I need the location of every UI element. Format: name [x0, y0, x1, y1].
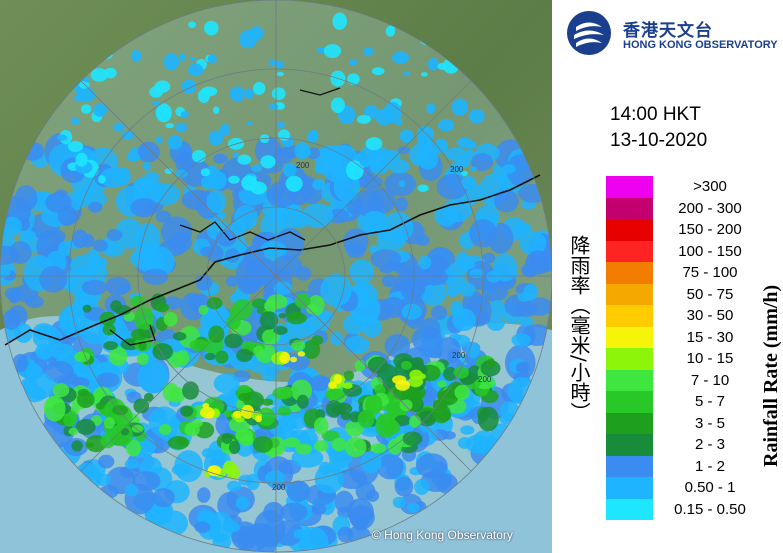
legend-item: >300: [606, 176, 766, 198]
legend-label: >300: [693, 178, 727, 195]
legend-swatch: [606, 219, 653, 241]
legend-label: 1 - 2: [694, 457, 725, 475]
legend-swatch: [606, 455, 653, 477]
hko-logo-icon: [567, 11, 611, 55]
ring-label: 200: [272, 483, 286, 492]
legend-label: 2 - 3: [694, 436, 725, 453]
org-name-en: HONG KONG OBSERVATORY: [623, 39, 778, 51]
rain-echoes: [0, 12, 552, 552]
legend-label: 30 - 50: [686, 307, 734, 324]
legend-item: 1 - 2: [606, 455, 766, 477]
legend-item: 0.50 - 1: [606, 477, 766, 499]
legend-label: 100 - 150: [678, 242, 742, 260]
hko-logo: 香港天文台 HONG KONG OBSERVATORY: [566, 10, 781, 60]
legend-swatch: [606, 305, 653, 327]
legend-label: 7 - 10: [690, 371, 730, 389]
legend-swatch: [606, 434, 653, 456]
legend-swatch: [606, 369, 653, 391]
legend-swatch: [606, 197, 653, 219]
legend-swatch: [606, 262, 653, 284]
legend-swatch: [606, 176, 653, 198]
legend-item: 0.15 - 0.50: [606, 498, 766, 520]
legend-item: 15 - 30: [606, 326, 766, 348]
legend-item: 7 - 10: [606, 369, 766, 391]
observation-time: 14:00 HKT: [610, 104, 701, 125]
legend-label: 0.50 - 1: [684, 479, 736, 496]
legend-label: 150 - 200: [678, 221, 742, 238]
legend-title-cn: 降雨率（毫米/小時）: [567, 235, 591, 422]
radar-map-svg: 200 200 200 200 200: [0, 0, 552, 553]
legend-item: 100 - 150: [606, 240, 766, 262]
legend-label: 75 - 100: [682, 264, 738, 281]
legend-item: 50 - 75: [606, 283, 766, 305]
legend-label: 50 - 75: [686, 285, 734, 303]
range-rings: [0, 0, 552, 553]
copyright-notice: © Hong Kong Observatory: [372, 528, 513, 542]
coastline: [4, 174, 541, 346]
legend-label: 5 - 7: [694, 393, 725, 410]
legend-item: 75 - 100: [606, 262, 766, 284]
legend-panel: 香港天文台 HONG KONG OBSERVATORY 14:00 HKT 13…: [552, 0, 783, 553]
legend-swatch: [606, 240, 653, 262]
legend-swatch: [606, 477, 653, 499]
legend-label: 0.15 - 0.50: [674, 500, 746, 518]
legend-item: 3 - 5: [606, 412, 766, 434]
observation-date: 13-10-2020: [610, 130, 708, 151]
legend-label: 200 - 300: [678, 199, 742, 217]
legend-swatch: [606, 498, 653, 520]
legend-item: 2 - 3: [606, 434, 766, 456]
ring-label: 200: [452, 351, 466, 360]
legend-swatch: [606, 412, 653, 434]
legend-title-en: Rainfall Rate (mm/h): [760, 284, 782, 467]
legend-item: 150 - 200: [606, 219, 766, 241]
coastline-detail: [109, 87, 341, 346]
ring-label: 200: [296, 161, 310, 170]
radar-map: 200 200 200 200 200 © Hong Kong Observat…: [0, 0, 552, 553]
legend-item: 5 - 7: [606, 391, 766, 413]
legend-swatch: [606, 326, 653, 348]
legend-item: 30 - 50: [606, 305, 766, 327]
ring-label: 200: [450, 165, 464, 174]
ring-label: 200: [478, 375, 492, 384]
org-name-cn: 香港天文台: [623, 21, 713, 41]
legend-swatch: [606, 348, 653, 370]
legend-swatch: [606, 391, 653, 413]
range-ring-labels: 200 200 200 200 200: [272, 161, 492, 492]
legend-label: 10 - 15: [686, 350, 734, 367]
legend-label: 15 - 30: [686, 328, 734, 346]
legend-item: 200 - 300: [606, 197, 766, 219]
legend-item: 10 - 15: [606, 348, 766, 370]
legend-label: 3 - 5: [694, 414, 725, 432]
legend-swatch: [606, 283, 653, 305]
